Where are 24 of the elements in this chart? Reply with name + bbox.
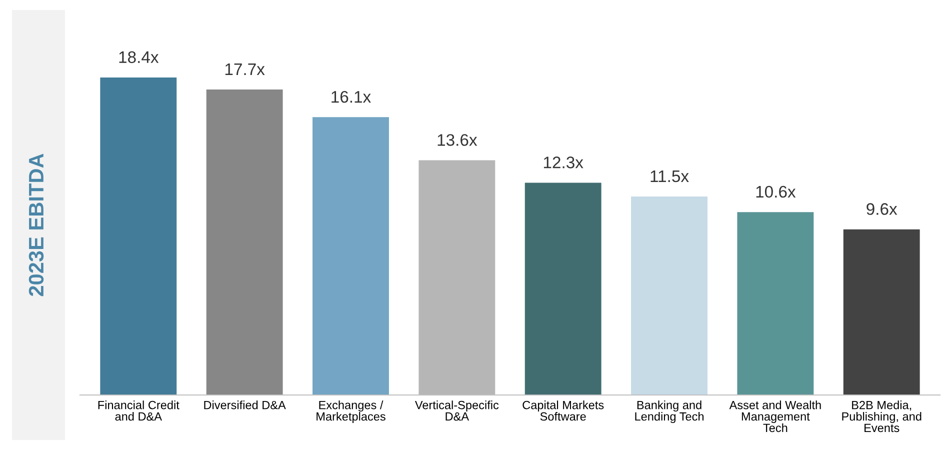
data-label: 11.5x	[650, 170, 689, 182]
data-label: 12.3x	[544, 156, 584, 168]
x-tick-label: B2B Media, Publishing, and Events	[842, 400, 922, 432]
x-tick-label: Financial Credit and D&A	[98, 400, 180, 421]
bar	[737, 212, 814, 395]
data-label: 17.7x	[225, 64, 265, 75]
y-axis-title: 2023E EBITDA	[28, 154, 44, 296]
bar	[524, 182, 602, 395]
x-tick-label: Banking and Lending Tech	[635, 400, 704, 423]
data-label: 9.6x	[866, 203, 898, 215]
x-tick-label: Capital Markets Software	[522, 400, 604, 421]
bar	[631, 196, 708, 395]
data-label: 13.6x	[438, 134, 478, 146]
bar	[206, 90, 283, 395]
bar	[100, 77, 177, 395]
x-tick-label: Asset and Wealth Management Tech	[729, 400, 821, 432]
bar	[312, 117, 389, 395]
x-tick-label: Diversified D&A	[204, 400, 286, 410]
x-tick-label: Exchanges / Marketplaces	[316, 400, 386, 423]
data-label: 16.1x	[332, 90, 371, 103]
data-label: 10.6x	[756, 186, 796, 198]
bar	[843, 229, 920, 395]
x-tick-label: Vertical-Specific D&A	[414, 400, 499, 421]
data-label: 18.4x	[119, 51, 159, 64]
